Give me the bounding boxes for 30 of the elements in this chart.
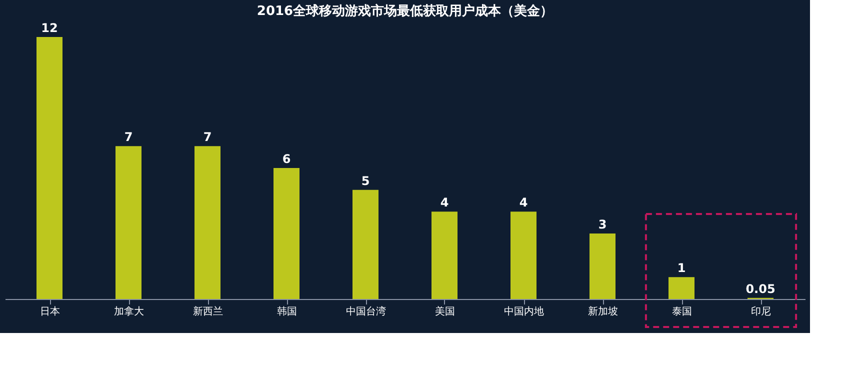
data-label: 7 — [203, 130, 212, 144]
data-label: 12 — [41, 21, 58, 35]
bar — [194, 146, 220, 299]
x-tick-label: 新加坡 — [588, 306, 618, 318]
data-label: 0.05 — [746, 282, 776, 296]
data-label: 1 — [677, 261, 686, 276]
bar — [510, 212, 536, 299]
bar — [352, 190, 378, 299]
x-tick-label: 中国内地 — [504, 306, 544, 318]
data-label: 4 — [440, 196, 449, 210]
x-tick-label: 加拿大 — [114, 306, 144, 318]
bar — [36, 37, 62, 299]
chart-title: 2016全球移动游戏市场最低获取用户成本（美金） — [256, 3, 554, 19]
data-label: 7 — [124, 130, 133, 144]
data-label: 3 — [598, 218, 607, 232]
data-label: 6 — [282, 152, 291, 166]
bar — [668, 277, 694, 299]
bar — [116, 146, 142, 299]
x-tick-label: 泰国 — [672, 306, 692, 318]
x-tick-label: 韩国 — [277, 306, 297, 318]
data-label: 5 — [361, 174, 370, 188]
x-tick-label: 新西兰 — [193, 306, 223, 318]
x-tick-label: 日本 — [40, 306, 60, 318]
bar — [590, 234, 616, 299]
x-tick-label: 中国台湾 — [346, 306, 386, 318]
bar — [274, 168, 300, 299]
bar — [432, 212, 458, 299]
x-tick-label: 美国 — [435, 306, 455, 318]
x-tick-label: 印尼 — [751, 306, 771, 318]
data-label: 4 — [519, 196, 528, 210]
